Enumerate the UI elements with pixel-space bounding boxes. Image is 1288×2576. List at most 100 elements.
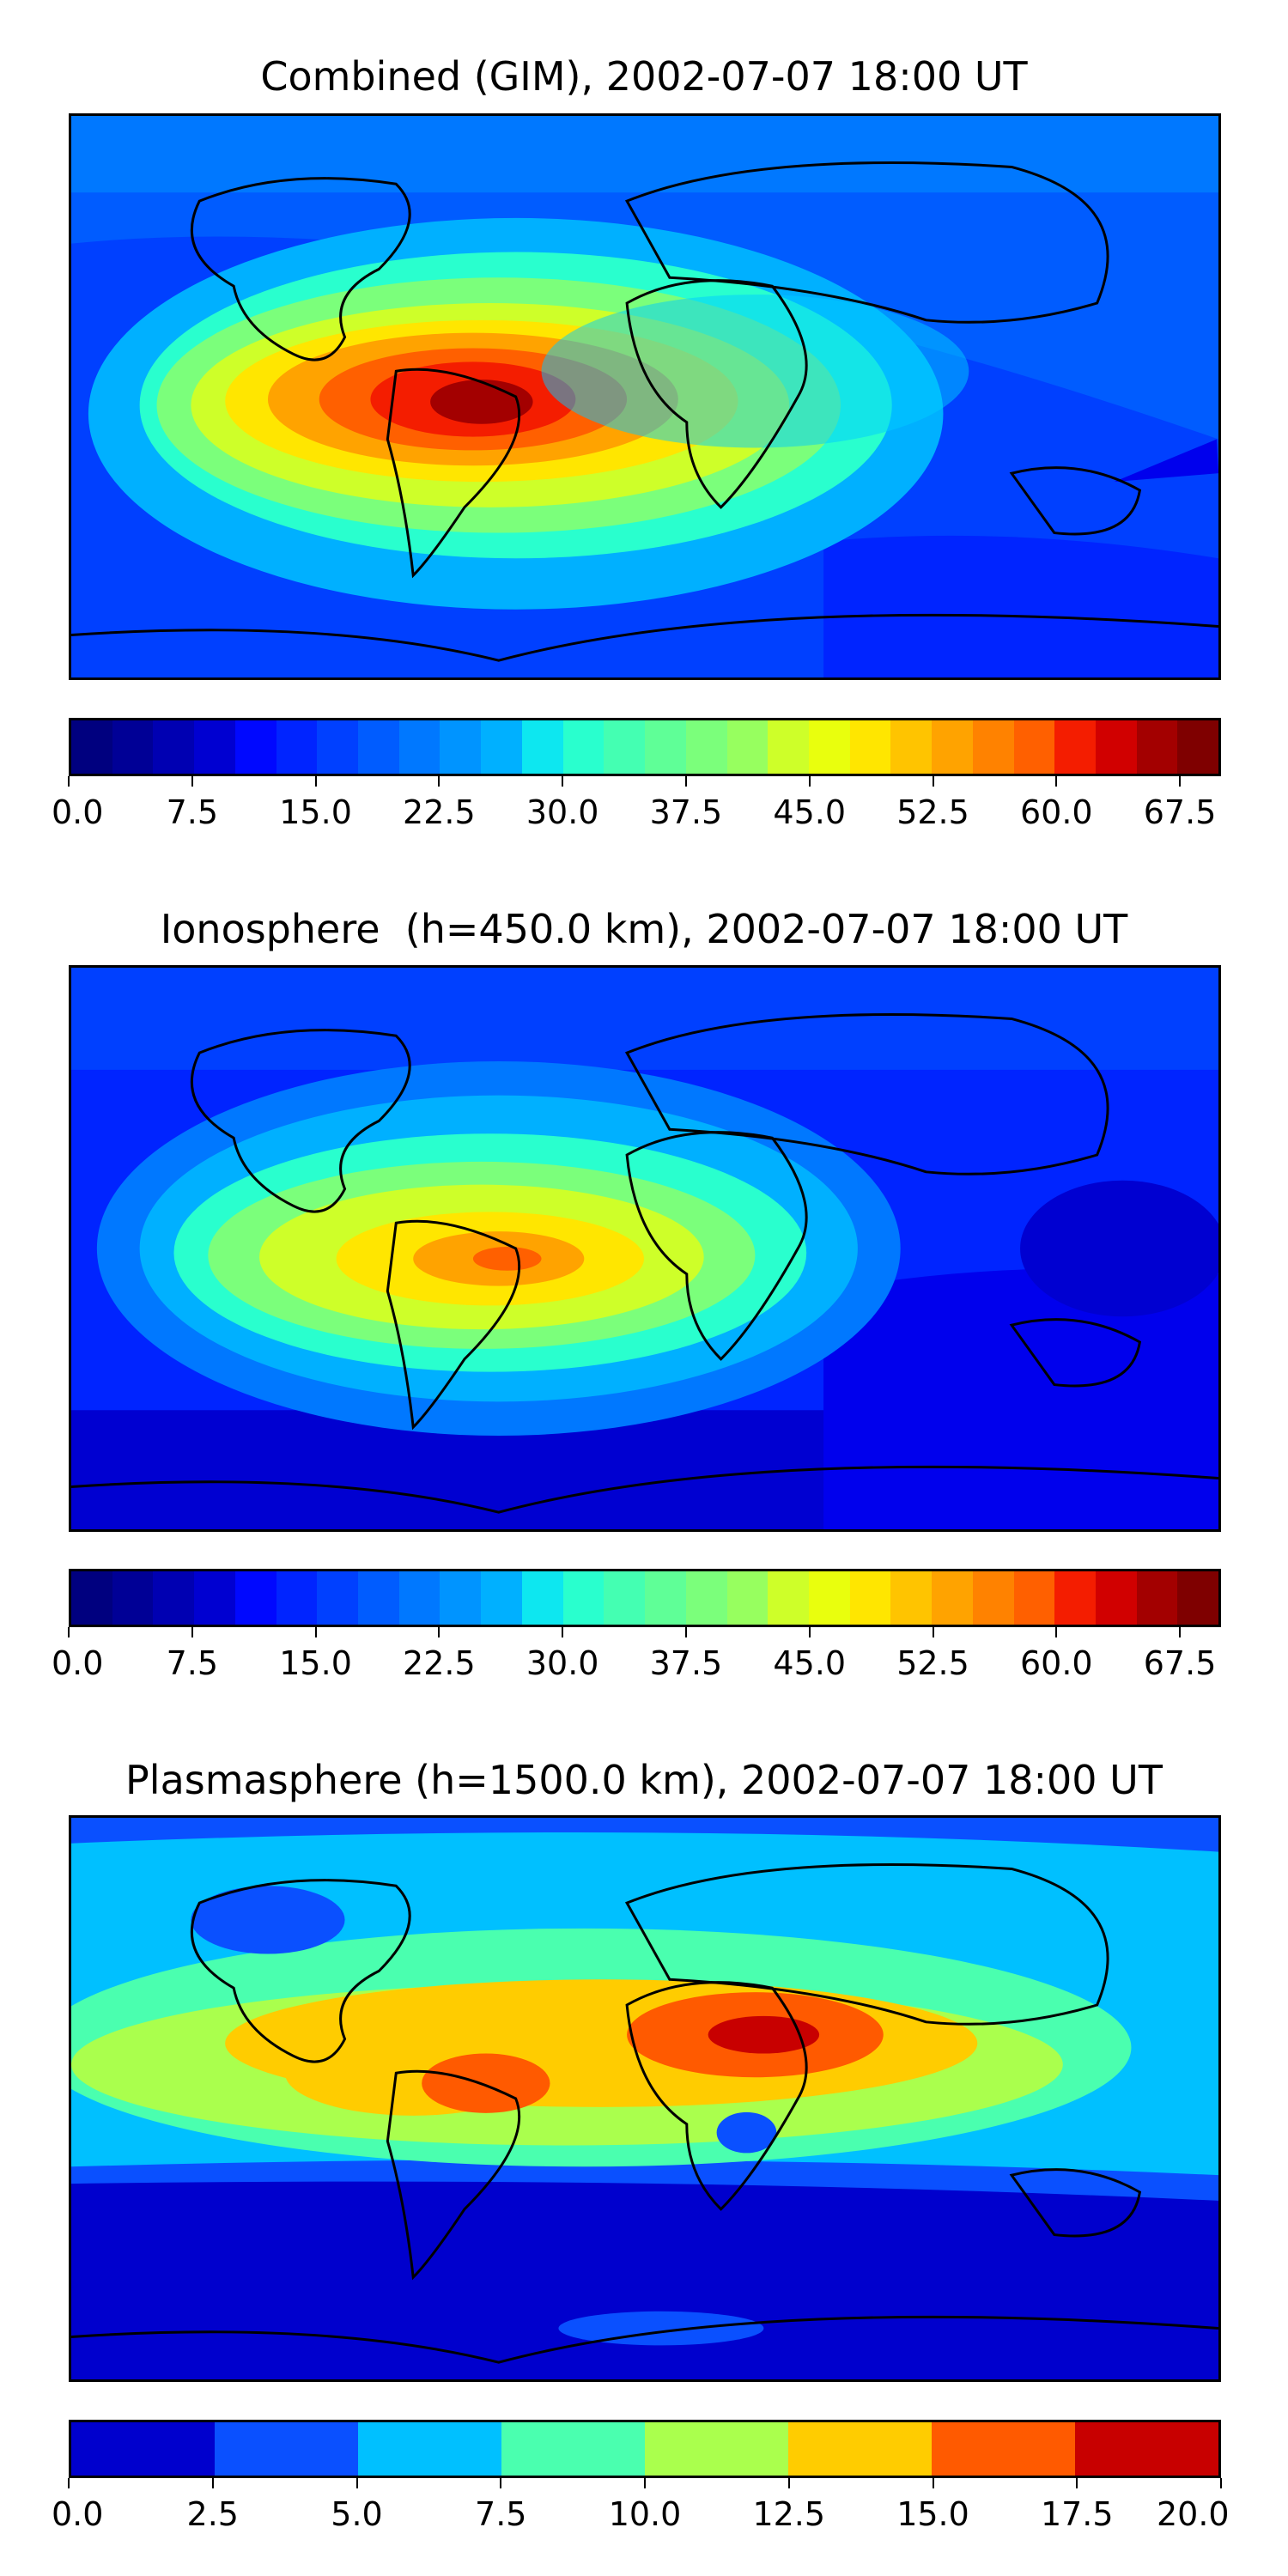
colorbar-tick	[562, 1627, 564, 1637]
panel-1-title: Combined (GIM), 2002-07-07 18:00 UT	[260, 53, 1028, 100]
colorbar-segment	[358, 720, 399, 774]
colorbar-tick-label: 52.5	[896, 793, 969, 831]
colorbar-tick-label: 0.0	[52, 793, 104, 831]
colorbar-segment	[1136, 720, 1178, 774]
colorbar-segment	[215, 2422, 358, 2476]
colorbar-segment	[1177, 1571, 1219, 1625]
colorbar-segment	[501, 2422, 645, 2476]
colorbar-tick	[787, 2478, 790, 2488]
colorbar-tick-label: 15.0	[279, 793, 352, 831]
panel-1-map	[69, 113, 1221, 680]
colorbar-segment	[153, 1571, 195, 1625]
colorbar-tick-label: 7.5	[166, 793, 218, 831]
colorbar-tick-label: 2.5	[186, 2495, 239, 2533]
colorbar-tick-label: 10.0	[608, 2495, 682, 2533]
colorbar-tick-label: 52.5	[896, 1644, 969, 1682]
colorbar-tick	[191, 1627, 193, 1637]
panel-1-colorbar-ticks: 0.0 7.5 15.0 22.5 30.0 37.5 45.0 52.5 60.0 67.5	[52, 776, 1221, 831]
panel-2-map	[69, 965, 1221, 1532]
colorbar-segment	[194, 1571, 235, 1625]
colorbar-segment	[808, 720, 850, 774]
colorbar-tick	[314, 1627, 317, 1637]
colorbar-segment	[440, 720, 482, 774]
colorbar-segment	[1136, 1571, 1178, 1625]
colorbar-segment	[276, 720, 318, 774]
colorbar-tick	[211, 2478, 214, 2488]
colorbar-tick-label: 22.5	[403, 793, 476, 831]
panel-1-tec-map	[71, 116, 1218, 677]
colorbar-tick	[438, 1627, 440, 1637]
colorbar-segment	[194, 720, 235, 774]
colorbar-segment	[768, 720, 809, 774]
colorbar-tick	[1055, 1627, 1058, 1637]
colorbar-tick	[438, 776, 440, 787]
colorbar-segment	[604, 1571, 646, 1625]
colorbar-tick-label: 30.0	[526, 793, 599, 831]
colorbar-segment	[1075, 2422, 1218, 2476]
colorbar-tick	[684, 1627, 687, 1637]
colorbar-tick	[314, 776, 317, 787]
colorbar-segment	[685, 720, 727, 774]
colorbar-tick	[684, 776, 687, 787]
colorbar-segment	[562, 720, 605, 774]
colorbar-segment	[521, 1571, 563, 1625]
colorbar-segment	[972, 1571, 1014, 1625]
colorbar-segment	[398, 720, 440, 774]
colorbar-segment	[398, 1571, 440, 1625]
panel-3-title: Plasmasphere (h=1500.0 km), 2002-07-07 1…	[125, 1757, 1163, 1803]
colorbar-segment	[276, 1571, 318, 1625]
colorbar-tick-label: 37.5	[649, 793, 723, 831]
colorbar-segment	[932, 1571, 973, 1625]
colorbar-tick-label: 67.5	[1143, 793, 1217, 831]
colorbar-segment	[71, 1571, 112, 1625]
colorbar-segment	[808, 1571, 850, 1625]
colorbar-tick	[191, 776, 193, 787]
colorbar-tick	[500, 2478, 502, 2488]
colorbar-tick-label: 45.0	[773, 793, 847, 831]
colorbar-tick-label: 45.0	[773, 1644, 847, 1682]
colorbar-segment	[317, 1571, 359, 1625]
colorbar-segment	[521, 720, 563, 774]
panel-2-colorbar	[69, 1569, 1221, 1627]
colorbar-tick-label: 60.0	[1019, 793, 1093, 831]
colorbar-segment	[562, 1571, 605, 1625]
colorbar-segment	[317, 720, 359, 774]
colorbar-tick-label: 7.5	[166, 1644, 218, 1682]
colorbar-tick	[68, 776, 70, 787]
colorbar-segment	[890, 1571, 933, 1625]
colorbar-segment	[71, 720, 112, 774]
colorbar-tick	[1055, 776, 1058, 787]
panel-3-colorbar	[69, 2420, 1221, 2478]
colorbar-segment	[234, 1571, 276, 1625]
colorbar-tick	[68, 1627, 70, 1637]
colorbar-tick-label: 20.0	[1157, 2495, 1230, 2533]
colorbar-segment	[788, 2422, 932, 2476]
colorbar-segment	[1095, 1571, 1137, 1625]
colorbar-tick-label: 12.5	[752, 2495, 826, 2533]
colorbar-segment	[440, 1571, 482, 1625]
panel-2-title: Ionosphere (h=450.0 km), 2002-07-07 18:0…	[160, 906, 1128, 952]
colorbar-tick-label: 0.0	[52, 1644, 104, 1682]
colorbar-segment	[112, 720, 154, 774]
colorbar-segment	[112, 1571, 154, 1625]
colorbar-segment	[234, 720, 276, 774]
colorbar-tick	[932, 2478, 934, 2488]
colorbar-tick	[562, 776, 564, 787]
colorbar-segment	[645, 1571, 686, 1625]
colorbar-tick-label: 30.0	[526, 1644, 599, 1682]
colorbar-segment	[1177, 720, 1219, 774]
panel-2-tec-map	[71, 968, 1218, 1529]
colorbar-tick	[1076, 2478, 1078, 2488]
colorbar-segment	[849, 1571, 891, 1625]
colorbar-segment	[645, 720, 686, 774]
colorbar-tick	[1179, 776, 1182, 787]
colorbar-tick-label: 17.5	[1040, 2495, 1114, 2533]
colorbar-tick	[644, 2478, 646, 2488]
colorbar-segment	[932, 2422, 1075, 2476]
colorbar-tick	[932, 776, 934, 787]
colorbar-tick	[808, 776, 811, 787]
colorbar-tick	[808, 1627, 811, 1637]
colorbar-segment	[726, 720, 769, 774]
colorbar-segment	[604, 720, 646, 774]
colorbar-segment	[481, 1571, 522, 1625]
